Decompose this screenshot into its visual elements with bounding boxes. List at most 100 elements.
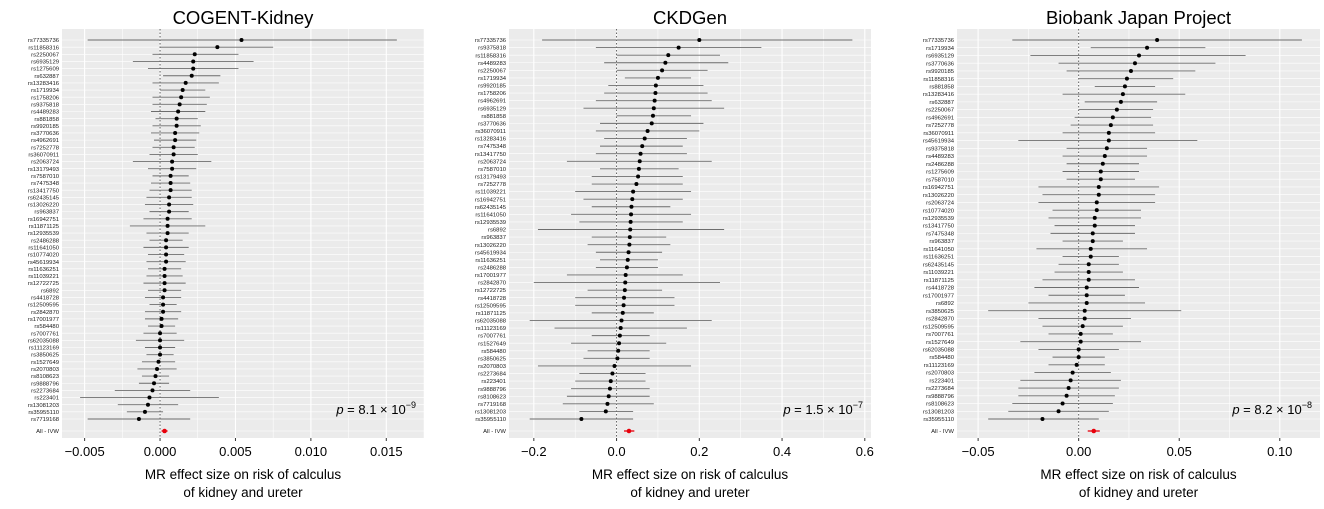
snp-label: rs9920185 xyxy=(926,69,955,75)
point-estimate xyxy=(1155,38,1160,42)
point-estimate xyxy=(1094,208,1099,213)
x-tick-label: −0.005 xyxy=(65,444,105,459)
snp-label: rs8108623 xyxy=(926,402,955,408)
snp-label: rs11636251 xyxy=(923,255,954,261)
point-estimate xyxy=(161,295,166,300)
point-estimate xyxy=(1084,293,1089,298)
snp-label: rs62435145 xyxy=(28,195,60,201)
summary-estimate xyxy=(1091,428,1097,434)
point-estimate xyxy=(1106,130,1111,135)
snp-label: rs16942751 xyxy=(475,197,506,203)
snp-label: rs4418728 xyxy=(478,296,507,302)
snp-label: rs2486288 xyxy=(31,238,60,244)
point-estimate xyxy=(628,219,633,224)
point-estimate xyxy=(171,152,176,157)
point-estimate xyxy=(1124,76,1129,81)
point-estimate xyxy=(162,281,167,286)
plot-background xyxy=(509,29,871,438)
point-estimate xyxy=(1060,401,1065,406)
point-estimate xyxy=(1132,61,1137,66)
snp-label: rs881858 xyxy=(481,114,506,120)
x-axis-label: MR effect size on risk of calculus xyxy=(145,467,342,482)
summary-estimate xyxy=(626,428,632,434)
snp-label: rs4489283 xyxy=(478,61,507,67)
snp-label: rs13417750 xyxy=(475,152,507,158)
point-estimate xyxy=(1040,417,1045,421)
snp-label: rs6892 xyxy=(488,228,506,234)
snp-label: rs13283416 xyxy=(475,137,507,143)
snp-label: rs1527649 xyxy=(926,340,954,346)
snp-label: rs4418728 xyxy=(31,296,60,302)
snp-label: rs2063724 xyxy=(926,201,955,207)
point-estimate xyxy=(663,60,668,65)
point-estimate xyxy=(1096,192,1101,197)
snp-label: rs45619934 xyxy=(28,260,60,266)
point-estimate xyxy=(167,202,172,207)
snp-label: rs2250067 xyxy=(31,52,59,58)
point-estimate xyxy=(629,204,634,209)
snp-label: rs17001977 xyxy=(28,317,59,323)
snp-label: rs62035088 xyxy=(923,347,955,353)
point-estimate xyxy=(1102,154,1107,159)
snp-label: rs36070911 xyxy=(28,153,59,159)
point-estimate xyxy=(636,166,641,171)
point-estimate xyxy=(167,209,172,214)
point-estimate xyxy=(173,138,178,143)
x-tick-label: 0.05 xyxy=(1167,444,1192,459)
point-estimate xyxy=(191,59,196,64)
point-estimate xyxy=(1098,169,1103,174)
snp-label: rs1719934 xyxy=(926,46,955,52)
point-estimate xyxy=(145,402,150,407)
snp-label: rs8108623 xyxy=(31,374,60,380)
snp-label: rs7007761 xyxy=(478,334,506,340)
point-estimate xyxy=(1120,92,1125,97)
point-estimate xyxy=(1076,347,1081,352)
summary-label: All - IVW xyxy=(483,429,506,435)
snp-label: rs12935539 xyxy=(923,216,954,222)
point-estimate xyxy=(608,379,613,384)
x-tick-label: 0.2 xyxy=(690,444,708,459)
panel-title: Biobank Japan Project xyxy=(1046,7,1231,28)
x-tick-label: 0.000 xyxy=(144,444,177,459)
snp-label: rs13283416 xyxy=(923,92,955,98)
point-estimate xyxy=(159,316,164,321)
point-estimate xyxy=(192,52,197,57)
point-estimate xyxy=(676,45,681,50)
point-estimate xyxy=(162,273,167,278)
snp-label: rs12509595 xyxy=(28,303,60,309)
point-estimate xyxy=(161,309,166,314)
p-value-exponent: −7 xyxy=(853,400,863,410)
snp-label: rs11039221 xyxy=(475,190,506,196)
snp-label: rs11871125 xyxy=(924,278,955,284)
snp-label: rs2250067 xyxy=(926,108,954,114)
point-estimate xyxy=(1088,246,1093,251)
snp-label: rs11858316 xyxy=(923,77,954,83)
snp-label: rs62035088 xyxy=(475,319,507,325)
snp-label: rs12509595 xyxy=(475,303,507,309)
point-estimate xyxy=(655,75,660,80)
snp-label: rs2486288 xyxy=(478,266,507,272)
point-estimate xyxy=(651,106,656,111)
snp-label: rs1758206 xyxy=(478,91,507,97)
snp-label: rs4962691 xyxy=(478,99,506,105)
snp-label: rs9375818 xyxy=(478,46,507,52)
snp-label: rs11636251 xyxy=(475,258,506,264)
snp-label: rs1719934 xyxy=(31,88,60,94)
snp-label: rs7007761 xyxy=(31,331,59,337)
point-estimate xyxy=(1122,84,1127,89)
snp-label: rs7252778 xyxy=(926,123,955,129)
snp-label: rs2063724 xyxy=(478,159,507,165)
x-axis-label: of kidney and ureter xyxy=(183,485,303,500)
panel-cogent-kidney: rs77335736rs11858316rs2250067rs6935129rs… xyxy=(28,7,425,500)
point-estimate xyxy=(161,302,166,307)
point-estimate xyxy=(171,145,176,150)
snp-label: rs12722725 xyxy=(475,288,507,294)
snp-label: rs2273684 xyxy=(478,372,507,378)
point-estimate xyxy=(620,310,625,315)
snp-label: rs7719168 xyxy=(31,417,60,423)
point-estimate xyxy=(650,113,655,118)
point-estimate xyxy=(653,91,658,96)
snp-label: rs11123169 xyxy=(29,346,59,352)
snp-label: rs1719934 xyxy=(478,76,507,82)
point-estimate xyxy=(176,109,181,114)
